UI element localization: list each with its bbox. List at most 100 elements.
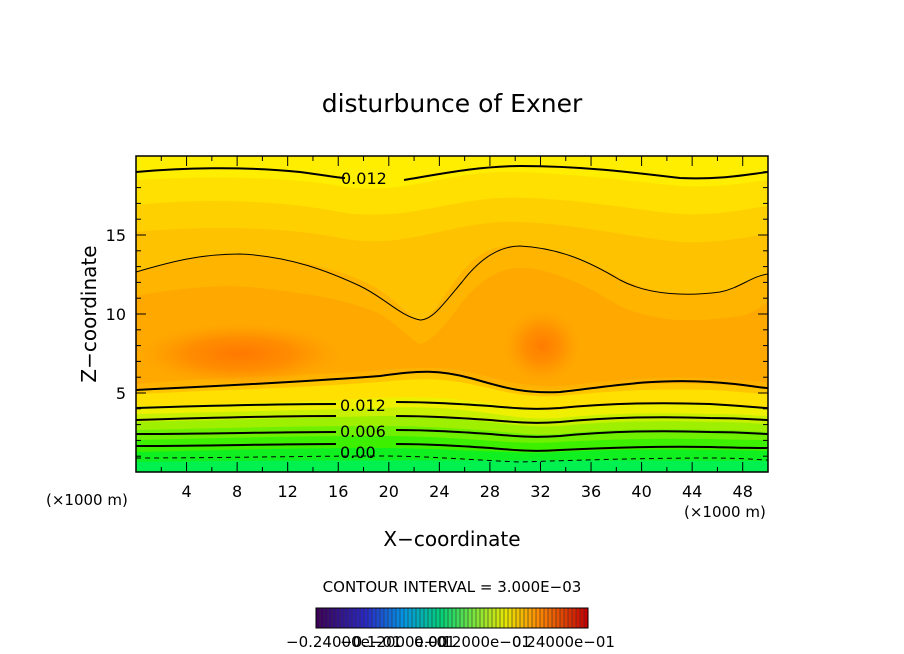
- colorbar-cell: [428, 608, 432, 628]
- colorbar-cell: [316, 608, 320, 628]
- colorbar-label-min: −0.24000e−01: [286, 633, 401, 651]
- x-unit-label: (×1000 m): [684, 503, 766, 521]
- colorbar-cell: [336, 608, 340, 628]
- chart-title: disturbunce of Exner: [322, 89, 583, 118]
- x-axis: 4 8 12 16 20 24 28 32 36 40 44 48: [160, 156, 753, 501]
- colorbar-cell: [412, 608, 416, 628]
- colorbar-cell: [536, 608, 540, 628]
- y-tick-label: 10: [106, 305, 126, 324]
- colorbar-cell: [376, 608, 380, 628]
- contour-line-lower-2: [136, 401, 768, 410]
- colorbar-cell: [564, 608, 568, 628]
- colorbar-cell: [584, 608, 588, 628]
- colorbar-cell: [352, 608, 356, 628]
- colorbar: [315, 608, 588, 628]
- colorbar-cell: [432, 608, 436, 628]
- contour-line-lower-4: [136, 429, 768, 438]
- colorbar-cell: [356, 608, 360, 628]
- contour-interval-text: CONTOUR INTERVAL = 3.000E−03: [323, 578, 582, 596]
- x-tick-label: 36: [581, 482, 601, 501]
- contour-field: [136, 156, 768, 472]
- colorbar-label-zero: 0.00: [414, 633, 447, 651]
- colorbar-cell: [520, 608, 524, 628]
- colorbar-cell: [464, 608, 468, 628]
- colorbar-cell: [324, 608, 328, 628]
- colorbar-cell: [556, 608, 560, 628]
- colorbar-cell: [348, 608, 352, 628]
- colorbar-label-pos: 0.12000e−01: [428, 633, 531, 651]
- colorbar-cell: [500, 608, 504, 628]
- colorbar-cell: [456, 608, 460, 628]
- colorbar-cell: [452, 608, 456, 628]
- band-green-4: [136, 460, 768, 472]
- colorbar-frame: [315, 607, 589, 629]
- colorbar-cell: [580, 608, 584, 628]
- colorbar-cell: [388, 608, 392, 628]
- colorbar-cell: [436, 608, 440, 628]
- contour-line-lower-5: [136, 443, 768, 452]
- x-tick-label: 32: [530, 482, 550, 501]
- colorbar-cell: [448, 608, 452, 628]
- colorbar-cell: [344, 608, 348, 628]
- contour-label-top: 0.012: [341, 169, 387, 188]
- colorbar-cell: [360, 608, 364, 628]
- contour-lines: [136, 164, 768, 463]
- colorbar-cell: [440, 608, 444, 628]
- colorbar-cell: [544, 608, 548, 628]
- colorbar-cell: [444, 608, 448, 628]
- colorbar-cell: [540, 608, 544, 628]
- colorbar-cell: [420, 608, 424, 628]
- colorbar-label-max: 0.24000e−01: [512, 633, 615, 651]
- colorbar-cell: [340, 608, 344, 628]
- y-axis-label: Z−coordinate: [77, 245, 101, 382]
- colorbar-cell: [384, 608, 388, 628]
- contour-line-lower-1: [136, 370, 768, 394]
- x-axis-label: X−coordinate: [383, 527, 520, 551]
- x-tick-label: 40: [631, 482, 651, 501]
- y-axis: 5 10 15: [106, 171, 768, 457]
- colorbar-cell: [380, 608, 384, 628]
- colorbar-cell: [472, 608, 476, 628]
- colorbar-cell: [320, 608, 324, 628]
- x-tick-label: 12: [278, 482, 298, 501]
- colorbar-cell: [512, 608, 516, 628]
- y-tick-label: 15: [106, 226, 126, 245]
- colorbar-cell: [552, 608, 556, 628]
- colorbar-cell: [532, 608, 536, 628]
- colorbar-cell: [396, 608, 400, 628]
- colorbar-cell: [404, 608, 408, 628]
- x-tick-label: 20: [379, 482, 399, 501]
- colorbar-cell: [548, 608, 552, 628]
- colorbar-cell: [408, 608, 412, 628]
- core-left: [140, 324, 340, 384]
- colorbar-cell: [568, 608, 572, 628]
- colorbar-cell: [328, 608, 332, 628]
- colorbar-cell: [508, 608, 512, 628]
- colorbar-cell: [496, 608, 500, 628]
- colorbar-cell: [400, 608, 404, 628]
- colorbar-cell: [416, 608, 420, 628]
- z-unit-label: (×1000 m): [46, 491, 128, 509]
- colorbar-cell: [516, 608, 520, 628]
- contour-label-zero: 0.00: [340, 443, 376, 462]
- contour-label-mid: 0.012: [340, 396, 386, 415]
- colorbar-cell: [488, 608, 492, 628]
- colorbar-cell: [372, 608, 376, 628]
- contour-line-lower-3: [136, 415, 768, 424]
- colorbar-cell: [392, 608, 396, 628]
- contour-line-upper: [136, 245, 768, 321]
- x-tick-label: 48: [733, 482, 753, 501]
- colorbar-cell: [524, 608, 528, 628]
- colorbar-cell: [560, 608, 564, 628]
- y-tick-label: 5: [116, 384, 126, 403]
- colorbar-cell: [364, 608, 368, 628]
- colorbar-cell: [480, 608, 484, 628]
- colorbar-cell: [332, 608, 336, 628]
- contour-label-low: 0.006: [340, 422, 386, 441]
- colorbar-cell: [572, 608, 576, 628]
- contour-line-top: [136, 164, 768, 181]
- x-tick-label: 4: [181, 482, 191, 501]
- colorbar-labels: −0.24000e−01 −0.12000e−01 0.00 0.12000e−…: [286, 633, 615, 651]
- x-tick-label: 24: [429, 482, 449, 501]
